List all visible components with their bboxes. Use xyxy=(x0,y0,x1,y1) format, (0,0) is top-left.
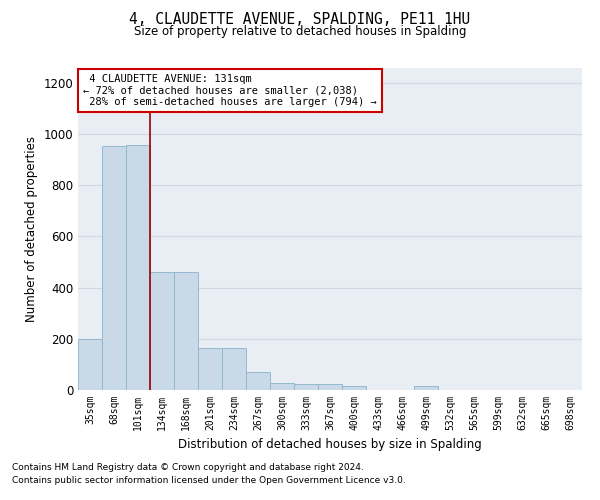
Text: Contains HM Land Registry data © Crown copyright and database right 2024.: Contains HM Land Registry data © Crown c… xyxy=(12,464,364,472)
Bar xyxy=(198,348,222,390)
Text: Size of property relative to detached houses in Spalding: Size of property relative to detached ho… xyxy=(134,25,466,38)
Bar xyxy=(294,384,318,390)
Bar xyxy=(318,384,342,390)
Bar xyxy=(126,145,150,390)
Text: 4, CLAUDETTE AVENUE, SPALDING, PE11 1HU: 4, CLAUDETTE AVENUE, SPALDING, PE11 1HU xyxy=(130,12,470,28)
Y-axis label: Number of detached properties: Number of detached properties xyxy=(25,136,38,322)
Bar xyxy=(246,372,270,390)
Bar xyxy=(270,383,294,390)
Bar xyxy=(174,272,198,390)
Text: 4 CLAUDETTE AVENUE: 131sqm
← 72% of detached houses are smaller (2,038)
 28% of : 4 CLAUDETTE AVENUE: 131sqm ← 72% of deta… xyxy=(83,74,377,107)
Bar xyxy=(102,146,126,390)
X-axis label: Distribution of detached houses by size in Spalding: Distribution of detached houses by size … xyxy=(178,438,482,452)
Text: Contains public sector information licensed under the Open Government Licence v3: Contains public sector information licen… xyxy=(12,476,406,485)
Bar xyxy=(78,339,102,390)
Bar xyxy=(150,272,174,390)
Bar xyxy=(414,386,438,390)
Bar xyxy=(342,386,366,390)
Bar xyxy=(222,348,246,390)
